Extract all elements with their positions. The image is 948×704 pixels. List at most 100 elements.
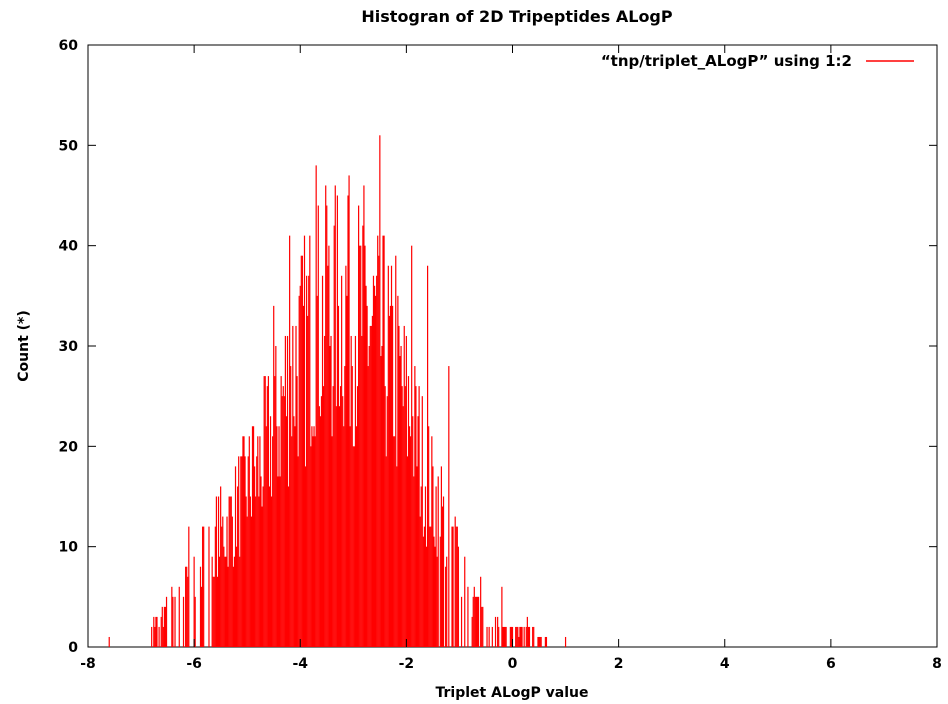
histogram-bar (348, 175, 350, 647)
histogram-bar (430, 526, 432, 647)
histogram-bar (441, 506, 444, 647)
histogram-bar (404, 386, 406, 647)
histogram-bar (480, 576, 482, 647)
histogram-bar (385, 456, 387, 647)
histogram-bar (245, 496, 247, 647)
histogram-bar (220, 486, 222, 647)
histogram-bar (249, 496, 251, 647)
histogram-bar (371, 315, 374, 647)
legend-label: “tnp/triplet_ALogP” using 1:2 (601, 52, 852, 70)
histogram-bar (455, 526, 457, 647)
histogram-bar (328, 245, 330, 647)
histogram-bar (233, 556, 236, 647)
histogram-bar (304, 466, 307, 647)
histogram-bar (362, 225, 364, 647)
histogram-bar (354, 335, 357, 647)
histogram-bar (381, 346, 383, 647)
chart-title: Histogran of 2D Tripeptides ALogP (361, 7, 672, 26)
histogram-bar (164, 606, 167, 647)
histogram-bar (356, 386, 359, 647)
histogram-bar (352, 446, 354, 647)
histogram-bar (252, 426, 255, 647)
histogram-bar (527, 626, 530, 647)
histogram-bar (331, 436, 333, 647)
histogram-bar (216, 576, 219, 647)
histogram-bar (473, 586, 475, 647)
histogram-bar (227, 566, 229, 647)
histogram-bar (309, 235, 311, 647)
histogram-bar (509, 626, 511, 647)
histogram-bar (398, 325, 400, 647)
histogram-bar (363, 185, 365, 647)
histogram-bar (349, 426, 351, 647)
histogram-bar (422, 536, 424, 647)
histogram-bar (456, 526, 458, 647)
histogram-bar (344, 366, 346, 647)
histogram-bar (405, 335, 407, 647)
histogram-bar (256, 456, 258, 647)
x-axis-label: Triplet ALogP value (436, 685, 589, 701)
histogram-bar (361, 335, 363, 647)
histogram-bar (278, 426, 280, 647)
histogram-bar (228, 496, 230, 647)
histogram-bar (156, 616, 158, 647)
histogram-bar (257, 436, 259, 647)
histogram-bar (537, 636, 539, 647)
histogram-bar (298, 295, 300, 647)
histogram-bar (429, 526, 431, 647)
histogram-bar (427, 265, 429, 647)
y-tick-label: 50 (59, 138, 79, 154)
histogram-bar (503, 626, 505, 647)
histogram-bar (538, 636, 540, 647)
histogram-bar (351, 366, 353, 647)
histogram-bar (505, 626, 507, 647)
histogram-bar (208, 526, 210, 647)
histogram-bar (194, 596, 196, 647)
histogram-bars (108, 135, 567, 648)
histogram-bar (373, 285, 376, 647)
histogram-bar (364, 245, 366, 647)
histogram-bar (545, 636, 548, 647)
histogram-bar (498, 626, 500, 647)
histogram-bar (165, 596, 168, 647)
histogram-bar (158, 626, 160, 647)
histogram-bar (224, 556, 226, 647)
histogram-bar (333, 225, 335, 647)
histogram-bar (395, 255, 397, 647)
histogram-bar (471, 616, 473, 647)
histogram-bar (416, 466, 418, 647)
histogram-bar (377, 235, 379, 647)
histogram-bar (437, 476, 439, 647)
histogram-bar (221, 526, 223, 647)
histogram-bar (374, 295, 377, 647)
histogram-bar (310, 446, 312, 647)
histogram-bar (481, 606, 483, 647)
histogram-bar (155, 616, 157, 647)
histogram-bar (259, 436, 261, 647)
histogram-bar (435, 486, 437, 647)
histogram-bar (222, 516, 224, 647)
histogram-bar (417, 416, 419, 647)
histogram-bar (350, 335, 352, 647)
histogram-bar (532, 626, 534, 647)
histogram-bar (337, 305, 340, 647)
histogram-bar (431, 436, 433, 647)
histogram-bar (421, 396, 423, 647)
histogram-bar (396, 466, 398, 647)
histogram-bar (338, 406, 341, 647)
histogram-bar (324, 335, 326, 647)
histogram-bar (425, 546, 428, 647)
histogram-bar (406, 456, 409, 647)
y-tick-label: 60 (59, 38, 79, 54)
histogram-bar (229, 496, 231, 647)
histogram-bar (186, 566, 188, 647)
axis-ticks: -8 -6 -4 -2 0 2 4 6 8 0 10 20 30 40 50 60 (59, 38, 942, 672)
histogram-bar (428, 426, 430, 647)
histogram-bar (440, 466, 442, 647)
histogram-bar (294, 426, 296, 647)
histogram-bar (370, 325, 372, 647)
histogram-bar (540, 636, 542, 647)
histogram-bar (366, 305, 368, 647)
histogram-bar (408, 426, 411, 647)
histogram-bar (410, 436, 412, 647)
